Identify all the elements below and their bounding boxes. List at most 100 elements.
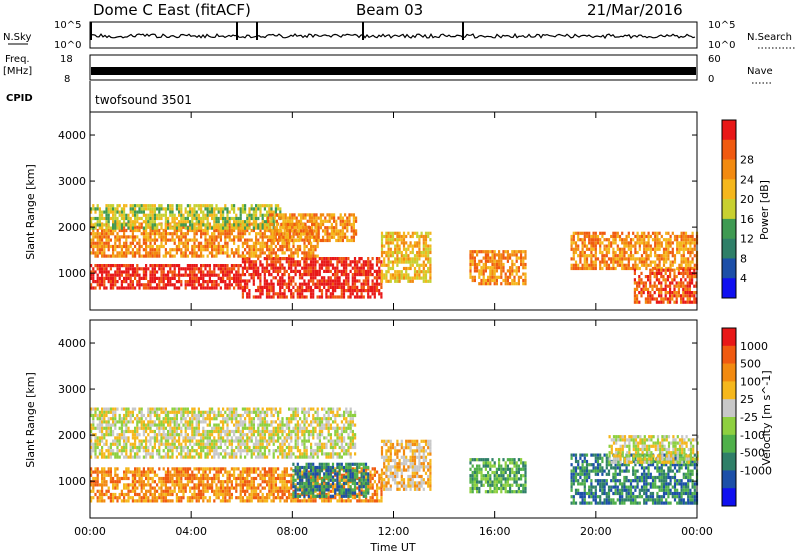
power-cell [305,285,308,289]
power-cell [184,286,187,290]
power-cell [123,270,126,274]
power-cell [283,266,286,270]
power-cell [409,260,412,264]
power-cell [193,254,196,258]
power-cell [224,223,227,227]
power-cell [275,213,278,217]
power-cell [237,238,240,242]
power-cell [186,248,189,252]
velocity-cell [197,467,200,471]
velocity-cell [142,496,145,500]
power-cell [274,244,277,249]
power-cell [107,280,110,284]
power-cell [134,273,137,277]
power-cell [658,287,661,291]
power-cell [303,282,306,286]
velocity-cell [226,476,229,481]
power-cell [219,216,222,221]
velocity-cell [290,496,293,500]
velocity-cell [103,476,106,481]
power-cell [169,270,172,274]
velocity-cell [241,473,244,477]
power-cell [340,260,343,264]
power-cell [347,273,350,277]
power-cell [427,270,430,274]
power-cell [149,216,152,221]
power-cell [284,213,287,217]
power-cell [230,267,233,271]
power-cell [603,254,606,258]
power-cell [627,254,630,258]
power-cell [112,213,115,217]
power-cell [147,251,150,255]
power-cell [129,204,132,208]
power-cell [169,207,172,211]
power-cell [353,289,357,293]
power-cell [189,213,192,217]
power-cell [302,232,305,236]
power-cell [142,228,145,233]
power-cell [162,267,165,271]
power-cell [601,231,604,235]
power-cell [340,289,343,293]
power-cell [226,216,229,221]
power-cell [274,254,277,258]
power-cell [570,257,573,261]
power-cell [103,254,106,258]
velocity-cell [109,499,112,503]
power-cell [239,220,242,224]
power-cell [680,263,683,267]
velocity-cell [235,467,238,471]
power-cell [153,273,156,277]
velocity-cell [147,496,150,500]
power-cell [634,241,637,245]
power-cell [287,279,291,283]
power-cell [278,238,281,243]
power-cell [184,220,187,224]
power-cell [424,250,428,255]
velocity-cell [112,476,115,481]
power-cell [169,248,172,252]
power-cell [577,231,580,235]
power-cell [647,278,650,282]
power-cell [348,219,351,223]
power-cell [219,286,222,290]
velocity-cell [134,476,137,481]
power-cell [193,283,196,287]
power-cell [269,216,272,220]
power-cell [200,204,203,208]
power-cell [145,223,148,227]
power-cell [375,285,379,289]
power-cell [610,257,613,261]
power-cell [524,266,527,270]
power-cell [367,279,370,283]
power-cell [107,264,110,268]
power-cell [605,244,608,248]
power-cell [380,270,384,274]
power-cell [180,226,183,230]
power-cell [228,270,231,274]
power-cell [265,285,269,289]
power-cell [416,241,419,245]
power-cell [300,229,303,233]
power-cell [134,270,137,274]
power-cell [263,207,266,211]
velocity-cell [310,496,313,500]
power-cell [129,264,132,268]
velocity-cell [274,486,277,490]
power-cell [407,273,410,277]
velocity-cell [252,486,255,490]
power-cell [140,276,143,280]
power-cell [655,268,658,272]
velocity-cell [171,499,174,503]
power-cell [101,213,104,217]
power-cell [294,269,297,273]
velocity-cell [228,489,231,493]
power-cell [312,244,315,249]
power-cell [649,294,652,298]
velocity-cell [138,492,141,497]
velocity-cell [94,445,97,450]
velocity-cell [365,499,368,503]
power-cell [263,223,266,227]
power-cell [599,231,602,235]
